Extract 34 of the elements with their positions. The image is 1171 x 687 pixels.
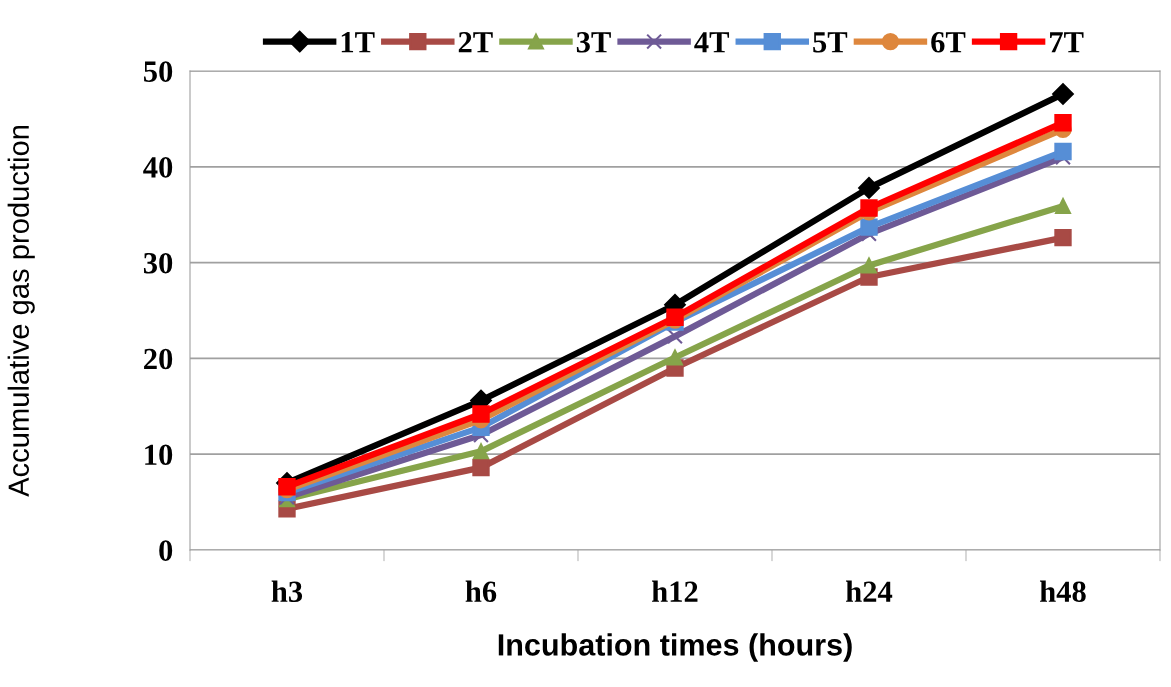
point xyxy=(667,328,683,345)
legend-label: 3T xyxy=(576,32,611,53)
y-axis-title: Accumulative gas production xyxy=(7,125,35,497)
x-tick-label: h12 xyxy=(651,580,698,602)
point xyxy=(473,443,489,460)
point xyxy=(1054,142,1072,161)
legend-label: 4T xyxy=(694,32,730,53)
y-tick-label: 10 xyxy=(145,444,173,466)
x-tick-label: h24 xyxy=(845,580,893,602)
x-tick-label: h48 xyxy=(1039,580,1086,603)
y-tick-label: 50 xyxy=(144,61,173,82)
x-axis-title: Incubation times (hours) xyxy=(498,633,852,662)
point xyxy=(1054,114,1072,132)
point xyxy=(860,218,878,236)
y-tick-label: 30 xyxy=(143,252,173,274)
y-tick-label: 0 xyxy=(159,540,173,561)
y-tick-label: 20 xyxy=(144,348,173,370)
point xyxy=(860,199,878,217)
x-tick-label: h3 xyxy=(271,580,303,603)
point xyxy=(472,405,490,423)
legend-label: 1T xyxy=(341,32,375,53)
legend-label: 5T xyxy=(813,32,848,53)
point xyxy=(858,177,880,199)
legend-label: 2T xyxy=(458,32,493,53)
point xyxy=(1055,198,1071,215)
legend-label: 7T xyxy=(1050,32,1084,53)
x-tick-label: h6 xyxy=(465,580,497,603)
point xyxy=(1054,229,1072,247)
point xyxy=(667,349,683,366)
legend-label: 6T xyxy=(931,32,966,53)
y-tick-label: 40 xyxy=(143,157,173,178)
point xyxy=(1052,83,1074,105)
point xyxy=(861,257,877,274)
point xyxy=(472,458,490,477)
